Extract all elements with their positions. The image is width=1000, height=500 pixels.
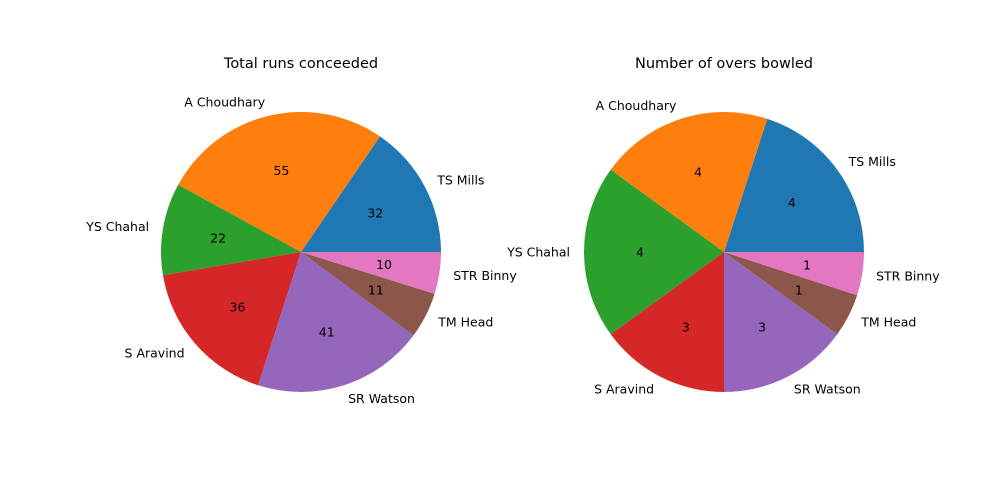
slice-value-label: 36 (230, 299, 246, 314)
slice-category-label: TM Head (437, 314, 493, 329)
pie-slice-tm-head (301, 252, 435, 336)
slice-value-label: 41 (319, 324, 335, 339)
pie-slice-s-aravind (610, 252, 724, 392)
slice-category-label: SR Watson (348, 391, 415, 406)
pie-slice-a-choudhary (178, 111, 380, 252)
chart-title: Number of overs bowled (635, 56, 813, 72)
pie-slice-sr-watson (258, 252, 414, 393)
slice-category-label: SR Watson (794, 382, 861, 397)
pie-slice-s-aravind (162, 252, 301, 386)
pie-labels: 4 TS Mills 4 A Choudhary 4 YS Chahal 3 S Aravin… (506, 98, 940, 397)
slice-category-label: STR Binny (453, 268, 517, 283)
pie-slice-sr-watson (724, 252, 838, 392)
slice-category-label: S Aravind (125, 345, 185, 360)
pie-slice-ys-chahal (584, 169, 724, 335)
slice-category-label: TS Mills (436, 173, 484, 188)
slice-value-label: 3 (758, 319, 766, 334)
pie-slice-ts-mills (301, 136, 441, 252)
pie-slice-ys-chahal (161, 184, 301, 276)
slice-category-label: A Choudhary (596, 98, 677, 113)
slice-category-label: TM Head (860, 314, 916, 329)
slice-value-label: 10 (376, 257, 392, 272)
slice-value-label: 22 (210, 231, 226, 246)
pie-slice-ts-mills (724, 118, 864, 252)
slice-value-label: 4 (694, 165, 702, 180)
slice-category-label: S Aravind (594, 382, 654, 397)
slice-value-label: 3 (682, 319, 690, 334)
chart-title: Total runs conceeded (223, 56, 378, 72)
slice-value-label: 32 (367, 205, 383, 220)
pie-slice-str-binny (724, 252, 864, 296)
pie-labels: 32 TS Mills 55 A Choudhary 22 YS Chahal 36 S Ar… (85, 95, 517, 406)
pie-slices (161, 111, 441, 393)
slice-value-label: 55 (273, 163, 289, 178)
pie-chart-runs-conceded: Total runs conceeded 32 TS Mills 55 A Choud… (85, 56, 517, 406)
slice-category-label: YS Chahal (85, 219, 149, 234)
slice-value-label: 1 (795, 283, 803, 298)
slice-value-label: 4 (788, 195, 796, 210)
pie-slice-str-binny (301, 252, 441, 294)
slice-value-label: 1 (803, 258, 811, 273)
slice-value-label: 4 (636, 245, 644, 260)
slice-category-label: STR Binny (876, 269, 940, 284)
slice-category-label: TS Mills (848, 154, 896, 169)
pie-slices (584, 111, 864, 392)
pie-slice-a-choudhary (610, 111, 768, 253)
pie-chart-overs-bowled: Number of overs bowled 4 TS Mills 4 A Choud… (506, 56, 940, 397)
slice-category-label: A Choudhary (184, 95, 265, 110)
pie-slice-tm-head (724, 252, 858, 335)
slice-value-label: 11 (368, 283, 384, 298)
slice-category-label: YS Chahal (506, 245, 570, 260)
